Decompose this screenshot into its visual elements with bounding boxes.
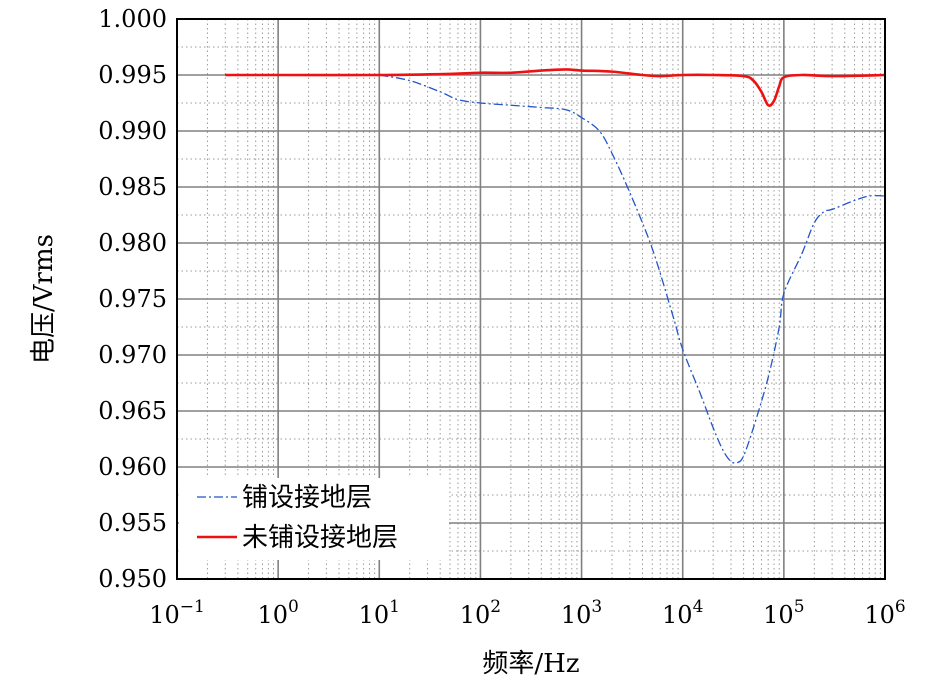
- y-tick-label: 1.000: [98, 5, 167, 33]
- series-line-ungrounded: [225, 68, 886, 107]
- x-tick-label: 104: [662, 597, 703, 629]
- y-tick-label: 0.985: [98, 173, 167, 201]
- legend-background: [179, 478, 449, 560]
- x-tick-label: 100: [257, 597, 298, 629]
- y-axis-title: 电压/Vrms: [29, 234, 59, 364]
- x-tick-label: 103: [561, 597, 602, 629]
- y-tick-label: 0.975: [98, 285, 167, 313]
- y-tick-label: 0.990: [98, 117, 167, 145]
- y-tick-label: 0.980: [98, 229, 167, 257]
- x-tick-label: 102: [460, 597, 501, 629]
- x-tick-labels: 10−1 100 101 102 103 104 105 106: [149, 597, 905, 629]
- plot-frame: [176, 18, 886, 580]
- legend-label-ungrounded: 未铺设接地层: [242, 523, 398, 553]
- y-tick-label: 0.965: [98, 397, 167, 425]
- legend: 铺设接地层 未铺设接地层: [179, 478, 449, 560]
- y-tick-label: 0.970: [98, 341, 167, 369]
- x-tick-label: 101: [359, 597, 400, 629]
- y-tick-label: 0.960: [98, 453, 167, 481]
- legend-label-grounded: 铺设接地层: [242, 483, 372, 513]
- x-tick-label: 106: [864, 597, 905, 629]
- y-tick-label: 0.995: [98, 61, 167, 89]
- x-axis-title: 频率/Hz: [482, 649, 579, 679]
- x-tick-label: 10−1: [149, 597, 205, 629]
- y-tick-label: 0.955: [98, 509, 167, 537]
- series-line-grounded: [379, 74, 886, 464]
- y-tick-label: 0.950: [98, 565, 167, 593]
- y-tick-labels: 0.950 0.955 0.960 0.965 0.970 0.975 0.980 0.985…: [98, 5, 167, 593]
- series-layer: [225, 68, 886, 464]
- x-tick-label: 105: [763, 597, 804, 629]
